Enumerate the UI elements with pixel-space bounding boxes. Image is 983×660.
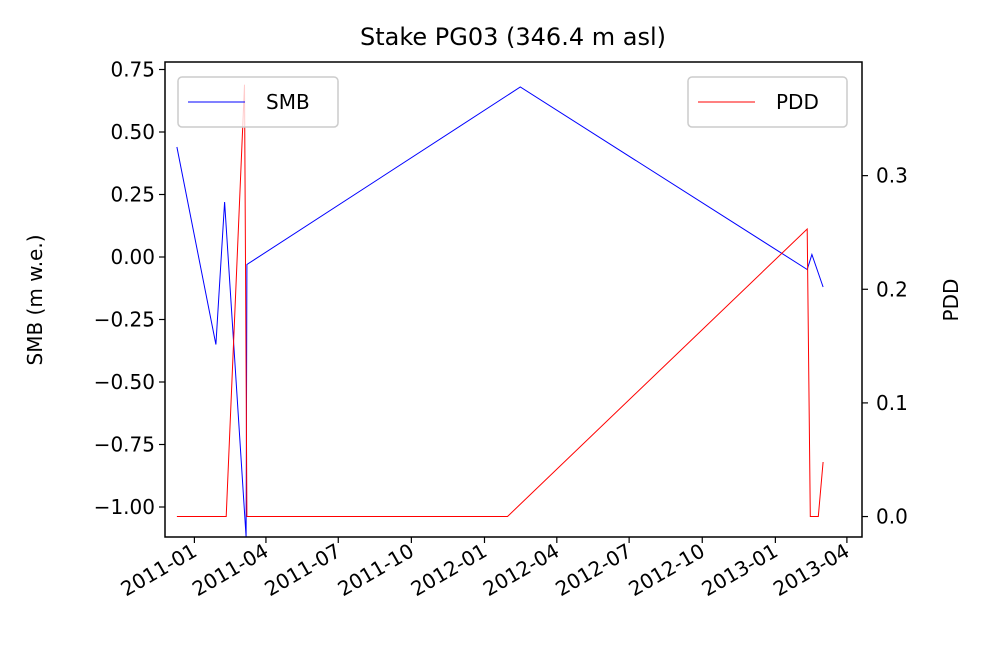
series-line-pdd [176,84,824,517]
y-left-tick-label: 0.25 [110,183,155,207]
y-right-tick-label: 0.0 [876,505,908,529]
legend-smb: SMB [177,76,339,128]
y-left-tick-label: 0.00 [110,245,155,269]
y-right-tick-label: 0.2 [876,277,908,301]
legend-pdd: PDD [687,76,848,128]
y-left-tick-label: −0.50 [94,370,155,394]
y-left-tick-label: −0.25 [94,308,155,332]
y-axis-left-label: SMB (m w.e.) [23,234,47,365]
legend-smb-label: SMB [266,90,310,114]
y-left-tick-label: 0.50 [110,120,155,144]
y-left-tick-label: −0.75 [94,433,155,457]
chart-title: Stake PG03 (346.4 m asl) [360,23,666,51]
series-line-smb [176,86,824,538]
y-left-tick-label: −1.00 [94,495,155,519]
y-axis-right-label: PDD [939,279,963,322]
legend-pdd-label: PDD [776,90,819,114]
y-left-tick-label: 0.75 [110,58,155,82]
y-right-tick-label: 0.3 [876,164,908,188]
plot-area-frame [164,61,863,538]
y-right-tick-label: 0.1 [876,391,908,415]
